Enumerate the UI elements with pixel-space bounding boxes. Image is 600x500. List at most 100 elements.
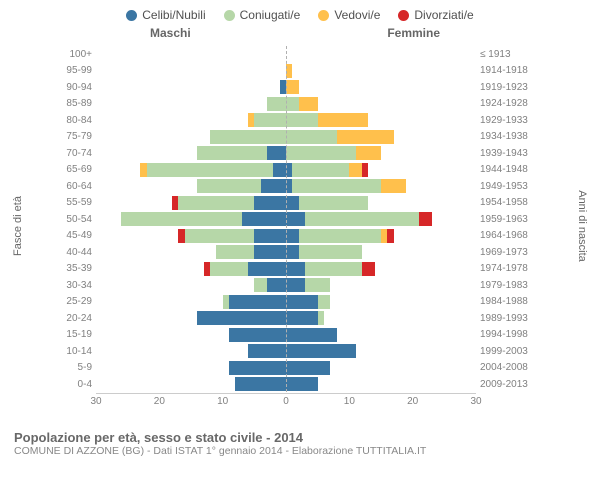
legend: Celibi/NubiliConiugati/eVedovi/eDivorzia…: [10, 8, 590, 22]
bar-segment: [349, 163, 362, 177]
birth-year-label: ≤ 1913: [476, 49, 540, 60]
age-row: 10-141999-2003: [50, 343, 540, 360]
legend-swatch: [398, 10, 409, 21]
female-bar: [286, 344, 476, 358]
legend-swatch: [318, 10, 329, 21]
male-bar: [96, 311, 286, 325]
female-bar: [286, 212, 476, 226]
bar-segment: [254, 245, 286, 259]
bar-segment: [305, 262, 362, 276]
age-row: 95-991914-1918: [50, 63, 540, 80]
female-bar: [286, 80, 476, 94]
female-bar: [286, 47, 476, 61]
legend-item: Vedovi/e: [318, 8, 380, 22]
birth-year-label: 1939-1943: [476, 148, 540, 159]
legend-item: Coniugati/e: [224, 8, 301, 22]
bar-segment: [299, 229, 381, 243]
male-bar: [96, 361, 286, 375]
bar-segment: [286, 229, 299, 243]
bar-segment: [229, 328, 286, 342]
bar-segment: [248, 262, 286, 276]
age-row: 0-42009-2013: [50, 376, 540, 393]
legend-swatch: [224, 10, 235, 21]
female-bar: [286, 179, 476, 193]
male-bar: [96, 262, 286, 276]
age-row: 85-891924-1928: [50, 96, 540, 113]
female-bar: [286, 295, 476, 309]
bar-segment: [286, 344, 356, 358]
birth-year-label: 1929-1933: [476, 115, 540, 126]
bar-segment: [229, 361, 286, 375]
birth-year-label: 1954-1958: [476, 197, 540, 208]
x-axis: 3020100102030: [96, 393, 476, 410]
female-bar: [286, 113, 476, 127]
male-bar: [96, 64, 286, 78]
bar-segment: [286, 97, 299, 111]
birth-year-label: 1994-1998: [476, 329, 540, 340]
bar-segment: [286, 311, 318, 325]
legend-label: Celibi/Nubili: [142, 8, 205, 22]
x-tick: 20: [407, 396, 418, 407]
x-tick: 10: [217, 396, 228, 407]
bar-segment: [286, 295, 318, 309]
age-label: 70-74: [50, 148, 96, 159]
birth-year-label: 1969-1973: [476, 247, 540, 258]
bar-segment: [387, 229, 393, 243]
bar-segment: [254, 113, 286, 127]
age-row: 40-44 1969-1973: [50, 244, 540, 261]
age-label: 75-79: [50, 131, 96, 142]
male-bar: [96, 295, 286, 309]
female-bar: [286, 361, 476, 375]
age-label: 25-29: [50, 296, 96, 307]
male-bar: [96, 212, 286, 226]
age-row: 20-241989-1993: [50, 310, 540, 327]
bar-segment: [292, 179, 381, 193]
male-bar: [96, 245, 286, 259]
bar-segment: [254, 196, 286, 210]
bar-segment: [318, 295, 331, 309]
yaxis-right-label: Anni di nascita: [576, 190, 588, 262]
birth-year-label: 1949-1953: [476, 181, 540, 192]
bar-segment: [197, 179, 260, 193]
bar-segment: [286, 130, 337, 144]
column-header-male: Maschi: [150, 26, 191, 40]
legend-item: Celibi/Nubili: [126, 8, 205, 22]
bar-segment: [286, 245, 299, 259]
age-row: 5-92004-2008: [50, 360, 540, 377]
age-label: 60-64: [50, 181, 96, 192]
age-label: 45-49: [50, 230, 96, 241]
bar-segment: [254, 229, 286, 243]
birth-year-label: 1944-1948: [476, 164, 540, 175]
age-row: 70-74 1939-1943: [50, 145, 540, 162]
age-label: 100+: [50, 49, 96, 60]
bar-segment: [273, 163, 286, 177]
population-pyramid-chart: Maschi Femmine Fasce di età Anni di nasc…: [10, 26, 590, 426]
female-bar: [286, 64, 476, 78]
bar-segment: [305, 212, 419, 226]
bar-segment: [267, 278, 286, 292]
x-tick: 10: [344, 396, 355, 407]
bar-segment: [286, 262, 305, 276]
bar-segment: [286, 328, 337, 342]
birth-year-label: 1979-1983: [476, 280, 540, 291]
age-row: 35-391974-1978: [50, 261, 540, 278]
age-label: 0-4: [50, 379, 96, 390]
bar-segment: [381, 179, 406, 193]
female-bar: [286, 262, 476, 276]
bar-segment: [286, 146, 356, 160]
bar-segment: [286, 113, 318, 127]
age-label: 35-39: [50, 263, 96, 274]
bar-segment: [318, 311, 324, 325]
birth-year-label: 1989-1993: [476, 313, 540, 324]
bar-segment: [356, 146, 381, 160]
male-bar: [96, 328, 286, 342]
birth-year-label: 1999-2003: [476, 346, 540, 357]
legend-swatch: [126, 10, 137, 21]
age-label: 40-44: [50, 247, 96, 258]
male-bar: [96, 179, 286, 193]
age-label: 30-34: [50, 280, 96, 291]
birth-year-label: 1934-1938: [476, 131, 540, 142]
bar-segment: [210, 262, 248, 276]
birth-year-label: 1964-1968: [476, 230, 540, 241]
bar-segment: [362, 163, 368, 177]
